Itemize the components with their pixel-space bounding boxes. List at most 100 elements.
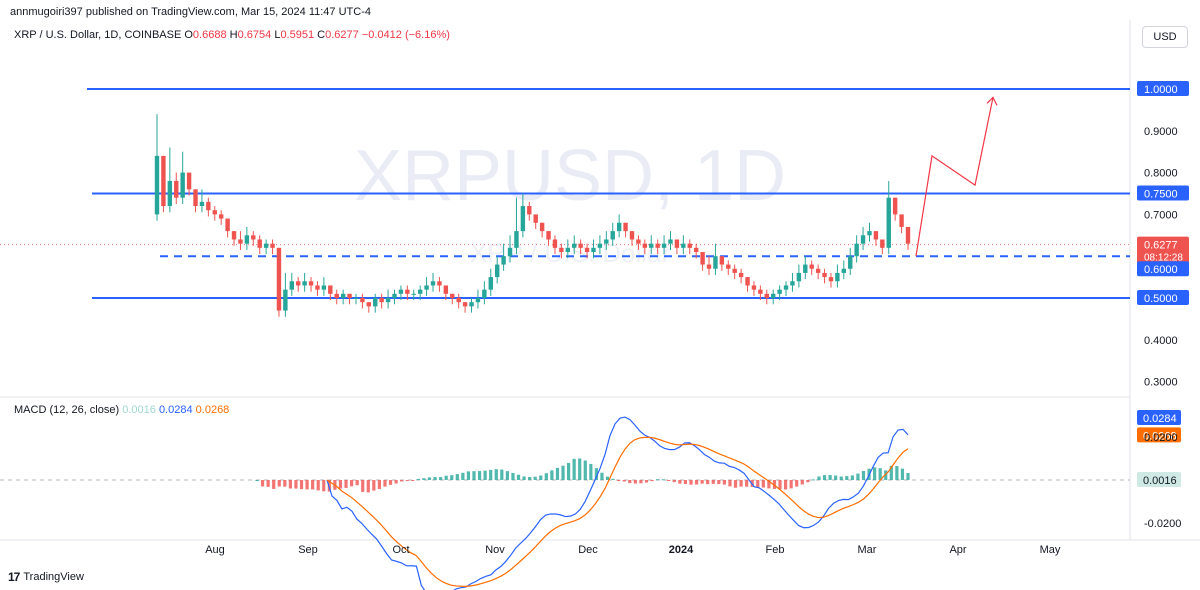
macd-hist-bar (578, 458, 582, 480)
macd-legend[interactable]: MACD (12, 26, close) 0.0016 0.0284 0.026… (14, 404, 229, 416)
macd-hist-bar (444, 475, 448, 480)
candle-body (193, 189, 198, 207)
macd-tick-label: -0.0200 (1144, 518, 1181, 530)
macd-hist-bar (477, 471, 482, 480)
candle-body (296, 281, 301, 286)
candle-body (527, 206, 532, 215)
macd-hist-bar (678, 480, 682, 484)
candle-body (270, 243, 275, 248)
macd-hist-bar (605, 476, 610, 480)
macd-hist-bar (405, 480, 409, 481)
macd-tag-bg (1137, 472, 1181, 487)
candle-body (366, 302, 372, 307)
macd-hist-bar (572, 458, 576, 480)
macd-hist-bar (288, 480, 292, 489)
candle-body (276, 247, 282, 311)
candle-body (783, 285, 789, 290)
macd-hist-bar (728, 480, 732, 487)
macd-hist-bar (583, 460, 587, 480)
macd-hist-bar (878, 468, 882, 480)
price-tick-label: 0.4000 (1144, 335, 1178, 347)
candle-body (360, 298, 365, 303)
macd-hist-bar (683, 480, 688, 485)
candle-body (231, 231, 237, 240)
macd-hist-bar (283, 480, 287, 487)
currency-button[interactable]: USD (1142, 26, 1188, 48)
footer-brand: TradingView (23, 571, 84, 583)
price-tag-bg (1137, 261, 1189, 277)
candle-body (379, 298, 384, 303)
candle-body (225, 218, 230, 232)
macd-hist-bar (416, 478, 420, 480)
candle-body (174, 180, 179, 198)
macd-hist-bar (639, 480, 643, 484)
candle-body (443, 285, 449, 294)
macd-hist-bar (839, 476, 843, 480)
macd-tag-label: 0.0268 (1143, 430, 1177, 442)
time-tick-label: Feb (766, 544, 785, 556)
candle-body (154, 155, 160, 215)
macd-hist-bar (906, 473, 910, 480)
candle-body (218, 214, 224, 219)
macd-tag-label: 0.0284 (1143, 413, 1177, 425)
macd-hist-bar (756, 480, 760, 488)
level-lines (0, 88, 1130, 299)
low-value: 0.5951 (280, 29, 315, 41)
macd-hist-bar (589, 463, 593, 480)
price-tag-label: 0.7500 (1144, 189, 1178, 201)
macd-tag-label: 0.0016 (1143, 475, 1177, 487)
macd-hist-bar (783, 480, 788, 490)
candle-body (328, 285, 333, 294)
tradingview-logo-icon: 17 (8, 570, 20, 584)
candle-body (212, 210, 217, 215)
high-label: H (229, 29, 238, 41)
macd-hist-bar (272, 480, 276, 489)
publisher-info: annmugoiri397 published on TradingView.c… (10, 6, 371, 18)
macd-hist-bar (511, 472, 515, 480)
candle-body (315, 285, 320, 290)
macd-line (326, 416, 909, 590)
candle-body (167, 180, 173, 207)
macd-hist-bar (733, 480, 738, 488)
macd-hist-bar (505, 471, 509, 480)
top-bar: annmugoiri397 published on TradingView.c… (0, 0, 1200, 22)
candle-body (668, 239, 673, 244)
candle-body (475, 298, 481, 303)
macd-hist-bar (594, 468, 599, 480)
macd-hist-bar (711, 480, 715, 484)
candle-body (533, 214, 538, 223)
macd-hist-bar (555, 467, 560, 480)
macd-hist-bar (822, 475, 827, 480)
macd-hist-bar (439, 477, 443, 480)
candle-body (257, 239, 262, 248)
macd-hist-bar (895, 466, 899, 480)
candle-body (809, 264, 814, 269)
symbol-legend[interactable]: XRP / U.S. Dollar, 1D, COINBASE O0.6688 … (14, 29, 450, 41)
candle-body (828, 277, 834, 282)
candle-body (462, 302, 468, 307)
candle-body (347, 293, 352, 298)
price-tag-label: 1.0000 (1144, 84, 1178, 96)
change-value: −0.0412 (−6.16%) (361, 29, 450, 41)
time-tick-label: Nov (485, 544, 505, 556)
candle-body (424, 285, 429, 290)
candle-body (584, 247, 590, 253)
candle-body (430, 281, 436, 286)
macd-hist-bar (466, 471, 471, 480)
price-tag-label: 0.5000 (1144, 293, 1178, 305)
candle-body (321, 285, 327, 290)
candle-body (886, 197, 891, 248)
macd-hist-bar (656, 479, 660, 481)
candle-body (578, 243, 583, 248)
macd-hist-bar (294, 480, 298, 489)
macd-hist-bar (600, 472, 604, 480)
macd-pane (0, 416, 1130, 590)
candle-body (745, 277, 750, 286)
macd-hist-value: 0.0016 (122, 404, 156, 416)
candle-body (334, 293, 339, 298)
macd-hist-bar (834, 475, 838, 480)
macd-hist-bar (411, 480, 415, 481)
candle-body (417, 289, 423, 294)
macd-hist-bar (889, 465, 893, 480)
